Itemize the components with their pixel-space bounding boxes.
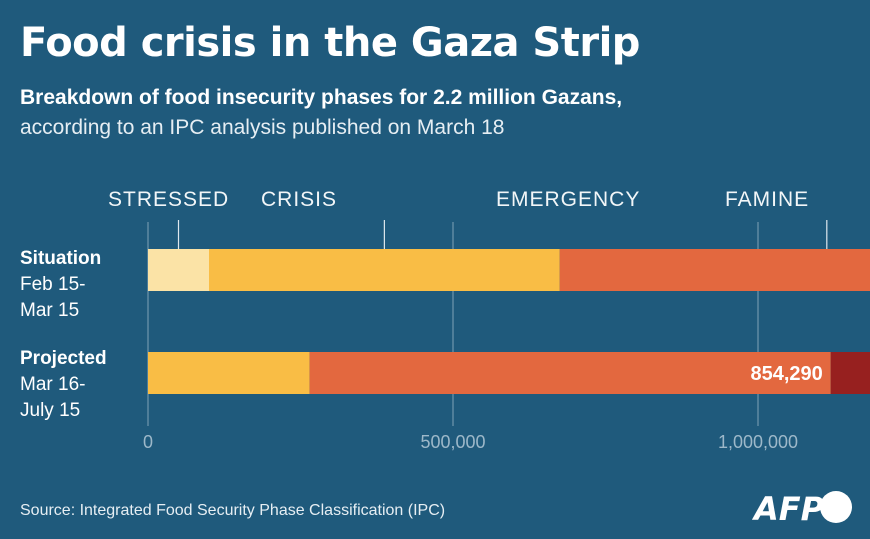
x-tick-label-0: 0: [143, 432, 153, 452]
bar-situation-stressed: [148, 249, 209, 291]
row-label-situation-period-1: Feb 15-: [20, 274, 86, 295]
source-note: Source: Integrated Food Security Phase C…: [20, 502, 446, 519]
x-tick-label-1: 500,000: [420, 432, 485, 452]
x-tick-label-2: 1,000,000: [718, 432, 798, 452]
row-label-situation-period-2: Mar 15: [20, 300, 80, 321]
bar-projected-crisis: [148, 352, 310, 394]
row-label-projected-period-1: Mar 16-: [20, 374, 86, 395]
row-label-projected-name: Projected: [20, 348, 107, 369]
row-label-situation: Situation Feb 15- Mar 15: [20, 246, 101, 324]
row-label-situation-name: Situation: [20, 248, 102, 269]
chart-subtitle: according to an IPC analysis published o…: [20, 116, 505, 139]
legend-label-emergency: EMERGENCY: [496, 188, 641, 211]
chart-title: Food crisis in the Gaza Strip: [20, 20, 640, 66]
bar-situation-crisis: [209, 249, 560, 291]
bar-projected-emergency: [309, 352, 831, 394]
legend-label-stressed: STRESSED: [108, 188, 230, 211]
bar-projected-famine: [830, 352, 870, 394]
legend-label-crisis: CRISIS: [261, 188, 338, 211]
chart-subtitle-bold: Breakdown of food insecurity phases for …: [20, 86, 623, 109]
legend-label-famine: FAMINE: [725, 188, 810, 211]
bar-situation-emergency: [559, 249, 870, 291]
afp-logo: AFP: [754, 490, 825, 528]
data-label-projected-emergency: 854,290: [750, 363, 822, 385]
row-label-projected: Projected Mar 16- July 15: [20, 346, 107, 424]
afp-logo-dot: [820, 491, 852, 523]
row-label-projected-period-2: July 15: [20, 400, 81, 421]
